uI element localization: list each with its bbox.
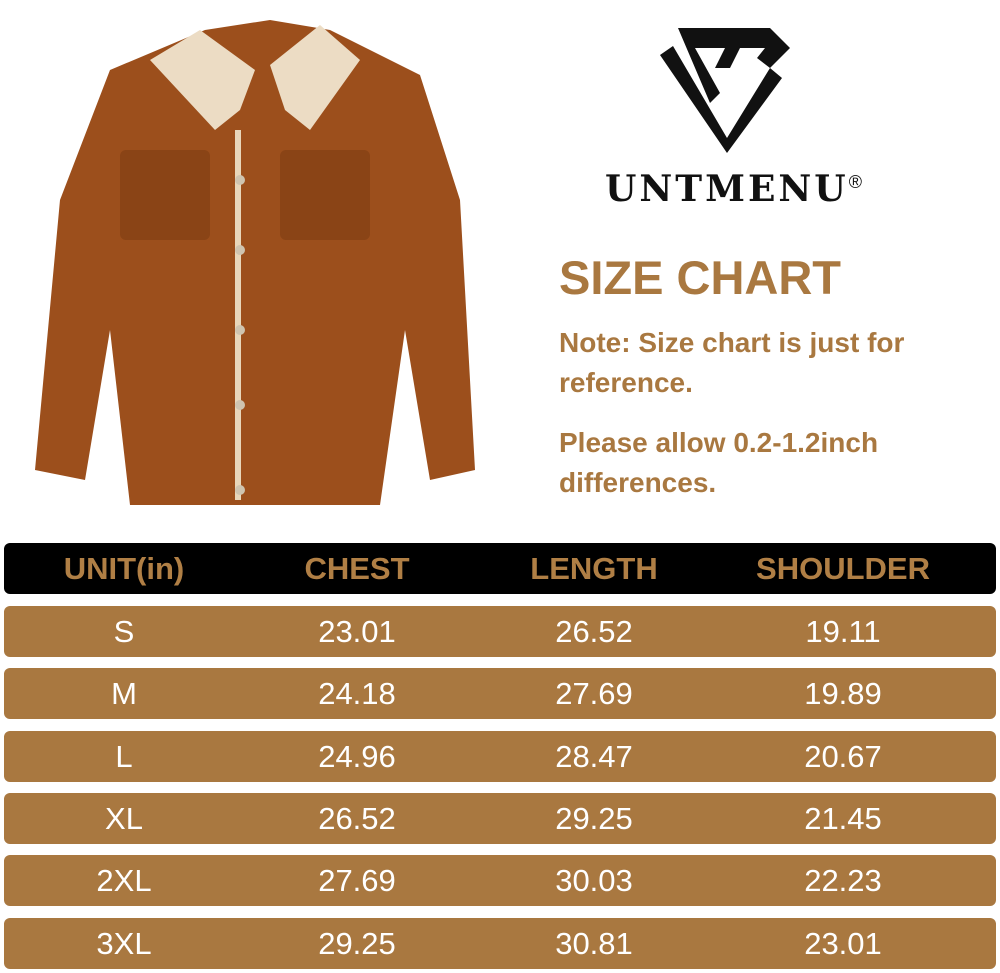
chest-cell: 24.96	[318, 739, 396, 774]
table-row: L 24.96 28.47 20.67	[4, 731, 996, 782]
chest-cell: 24.18	[318, 676, 396, 711]
length-cell: 30.03	[555, 863, 633, 898]
header-chest: CHEST	[304, 551, 410, 586]
shoulder-cell: 19.89	[804, 676, 882, 711]
registered-mark: ®	[848, 172, 865, 192]
size-cell: 2XL	[96, 863, 152, 898]
shoulder-cell: 20.67	[804, 739, 882, 774]
table-row: 2XL 27.69 30.03 22.23	[4, 855, 996, 906]
shoulder-cell: 21.45	[804, 801, 882, 836]
chest-cell: 23.01	[318, 614, 396, 649]
header-length: LENGTH	[530, 551, 658, 586]
length-cell: 27.69	[555, 676, 633, 711]
table-row: S 23.01 26.52 19.11	[4, 606, 996, 657]
shoulder-cell: 23.01	[804, 926, 882, 961]
chest-cell: 27.69	[318, 863, 396, 898]
chest-cell: 29.25	[318, 926, 396, 961]
shoulder-cell: 22.23	[804, 863, 882, 898]
header-unit: UNIT(in)	[63, 551, 185, 586]
table-row: 3XL 29.25 30.81 23.01	[4, 918, 996, 969]
length-cell: 30.81	[555, 926, 633, 961]
brand-logo	[660, 28, 790, 153]
note-differences: Please allow 0.2-1.2inch differences.	[559, 427, 879, 498]
size-cell: XL	[105, 801, 143, 836]
length-cell: 29.25	[555, 801, 633, 836]
size-cell: L	[115, 739, 133, 774]
length-cell: 28.47	[555, 739, 633, 774]
length-cell: 26.52	[555, 614, 633, 649]
size-cell: M	[111, 676, 137, 711]
shoulder-cell: 19.11	[805, 614, 881, 649]
brand-name: UNTMENU®	[605, 168, 865, 210]
table-row: M 24.18 27.69 19.89	[4, 668, 996, 719]
leather-jacket-image	[35, 20, 475, 505]
size-cell: 3XL	[96, 926, 152, 961]
table-row: XL 26.52 29.25 21.45	[4, 793, 996, 844]
note-reference: Note: Size chart is just for reference.	[559, 327, 905, 398]
chest-cell: 26.52	[318, 801, 396, 836]
brand-text: UNTMENU	[605, 168, 849, 210]
size-cell: S	[113, 614, 135, 649]
page-title: SIZE CHART	[559, 251, 841, 304]
header-shoulder: SHOULDER	[756, 551, 930, 586]
table-header: UNIT(in) CHEST LENGTH SHOULDER	[4, 543, 996, 594]
